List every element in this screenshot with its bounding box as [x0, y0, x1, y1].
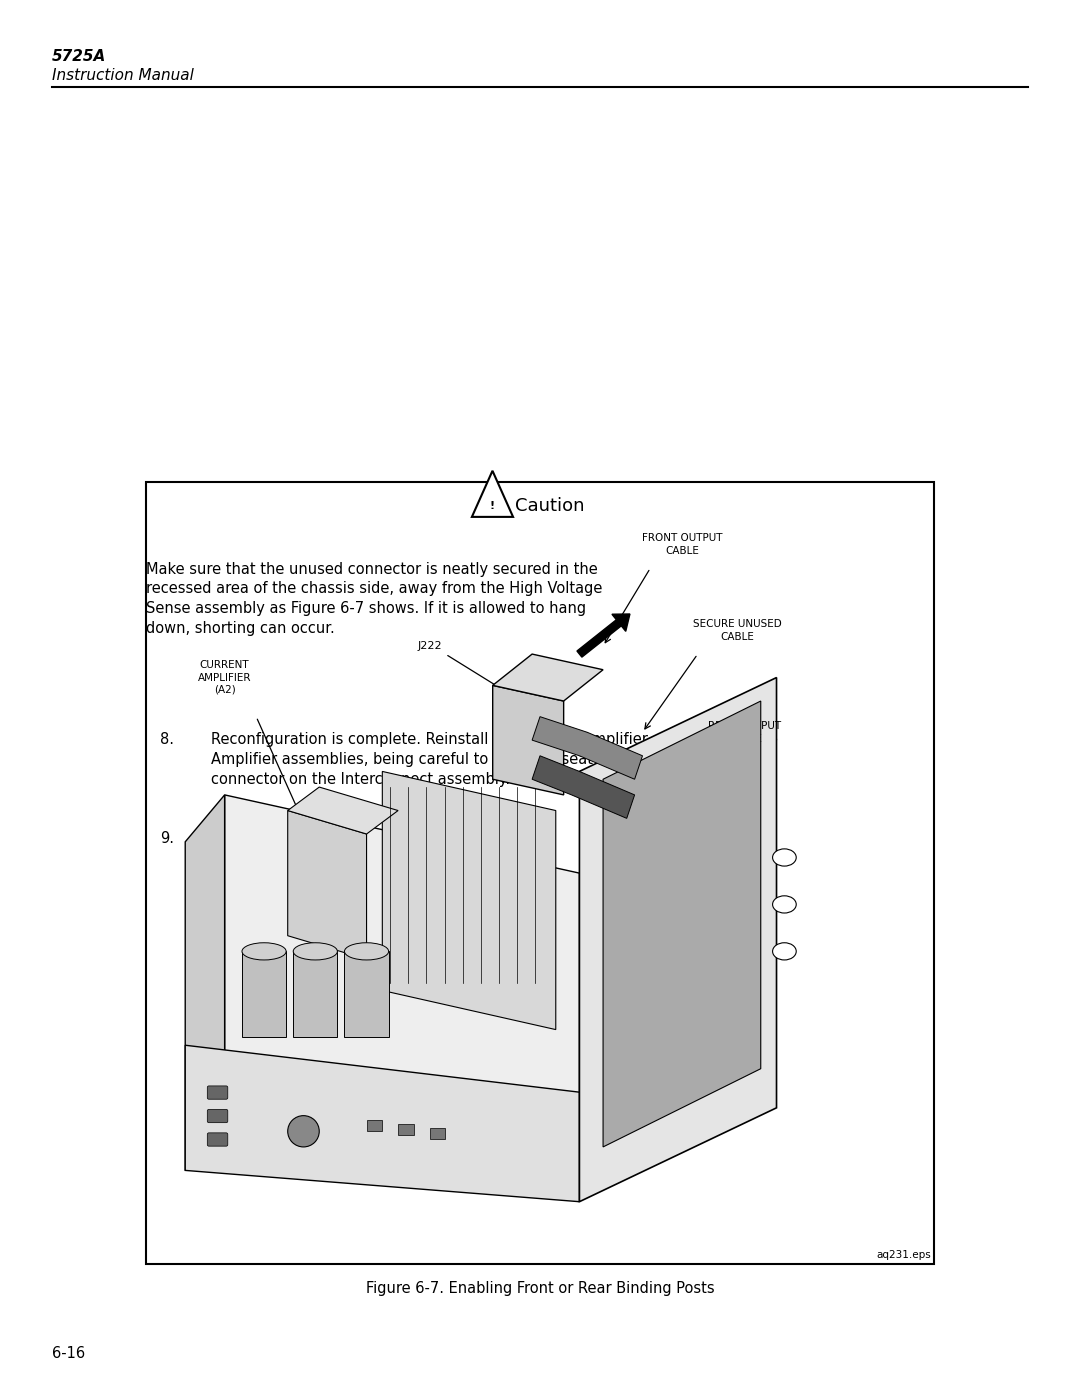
Text: REAR OUTPUT
CABLE: REAR OUTPUT CABLE	[708, 721, 782, 743]
Polygon shape	[287, 787, 399, 834]
Ellipse shape	[772, 849, 796, 866]
Text: !: !	[490, 502, 495, 511]
Polygon shape	[580, 678, 777, 1201]
FancyBboxPatch shape	[399, 1125, 414, 1136]
Text: Reconfiguration is complete. Reinstall the Current Amplifier and High Voltage
Am: Reconfiguration is complete. Reinstall t…	[211, 732, 778, 787]
Text: Caution: Caution	[515, 497, 584, 515]
Text: Instruction Manual: Instruction Manual	[52, 68, 193, 84]
Polygon shape	[225, 795, 580, 1201]
FancyBboxPatch shape	[366, 1120, 382, 1132]
Polygon shape	[186, 795, 225, 1171]
Text: 9.: 9.	[160, 831, 174, 847]
FancyArrow shape	[577, 615, 630, 657]
Polygon shape	[242, 951, 286, 1038]
Ellipse shape	[242, 943, 286, 960]
Text: 5725A: 5725A	[52, 49, 106, 64]
FancyBboxPatch shape	[430, 1129, 445, 1139]
Polygon shape	[532, 756, 635, 819]
Ellipse shape	[345, 943, 389, 960]
Polygon shape	[603, 701, 760, 1147]
Text: Reinstall the top cover.: Reinstall the top cover.	[211, 831, 379, 847]
Text: 8.: 8.	[160, 732, 174, 747]
Polygon shape	[532, 717, 643, 780]
Circle shape	[287, 1116, 320, 1147]
Polygon shape	[492, 686, 564, 795]
FancyBboxPatch shape	[207, 1133, 228, 1146]
Ellipse shape	[772, 895, 796, 914]
FancyBboxPatch shape	[146, 482, 934, 1264]
Polygon shape	[186, 1045, 580, 1201]
Polygon shape	[345, 951, 389, 1038]
Ellipse shape	[772, 943, 796, 960]
Text: Make sure that the unused connector is neatly secured in the
recessed area of th: Make sure that the unused connector is n…	[146, 562, 603, 636]
Polygon shape	[382, 771, 556, 1030]
Text: J222: J222	[417, 641, 442, 651]
Text: FRONT OUTPUT
CABLE: FRONT OUTPUT CABLE	[642, 534, 723, 556]
Polygon shape	[492, 654, 603, 701]
Text: 6-16: 6-16	[52, 1345, 85, 1361]
Ellipse shape	[294, 943, 337, 960]
Polygon shape	[287, 810, 366, 960]
Text: CURRENT
AMPLIFIER
(A2): CURRENT AMPLIFIER (A2)	[198, 661, 252, 694]
Text: Figure 6-7. Enabling Front or Rear Binding Posts: Figure 6-7. Enabling Front or Rear Bindi…	[366, 1281, 714, 1296]
Text: aq231.eps: aq231.eps	[876, 1250, 931, 1260]
Text: SECURE UNUSED
CABLE: SECURE UNUSED CABLE	[692, 619, 782, 641]
FancyBboxPatch shape	[207, 1085, 228, 1099]
FancyBboxPatch shape	[207, 1109, 228, 1123]
Polygon shape	[294, 951, 337, 1038]
